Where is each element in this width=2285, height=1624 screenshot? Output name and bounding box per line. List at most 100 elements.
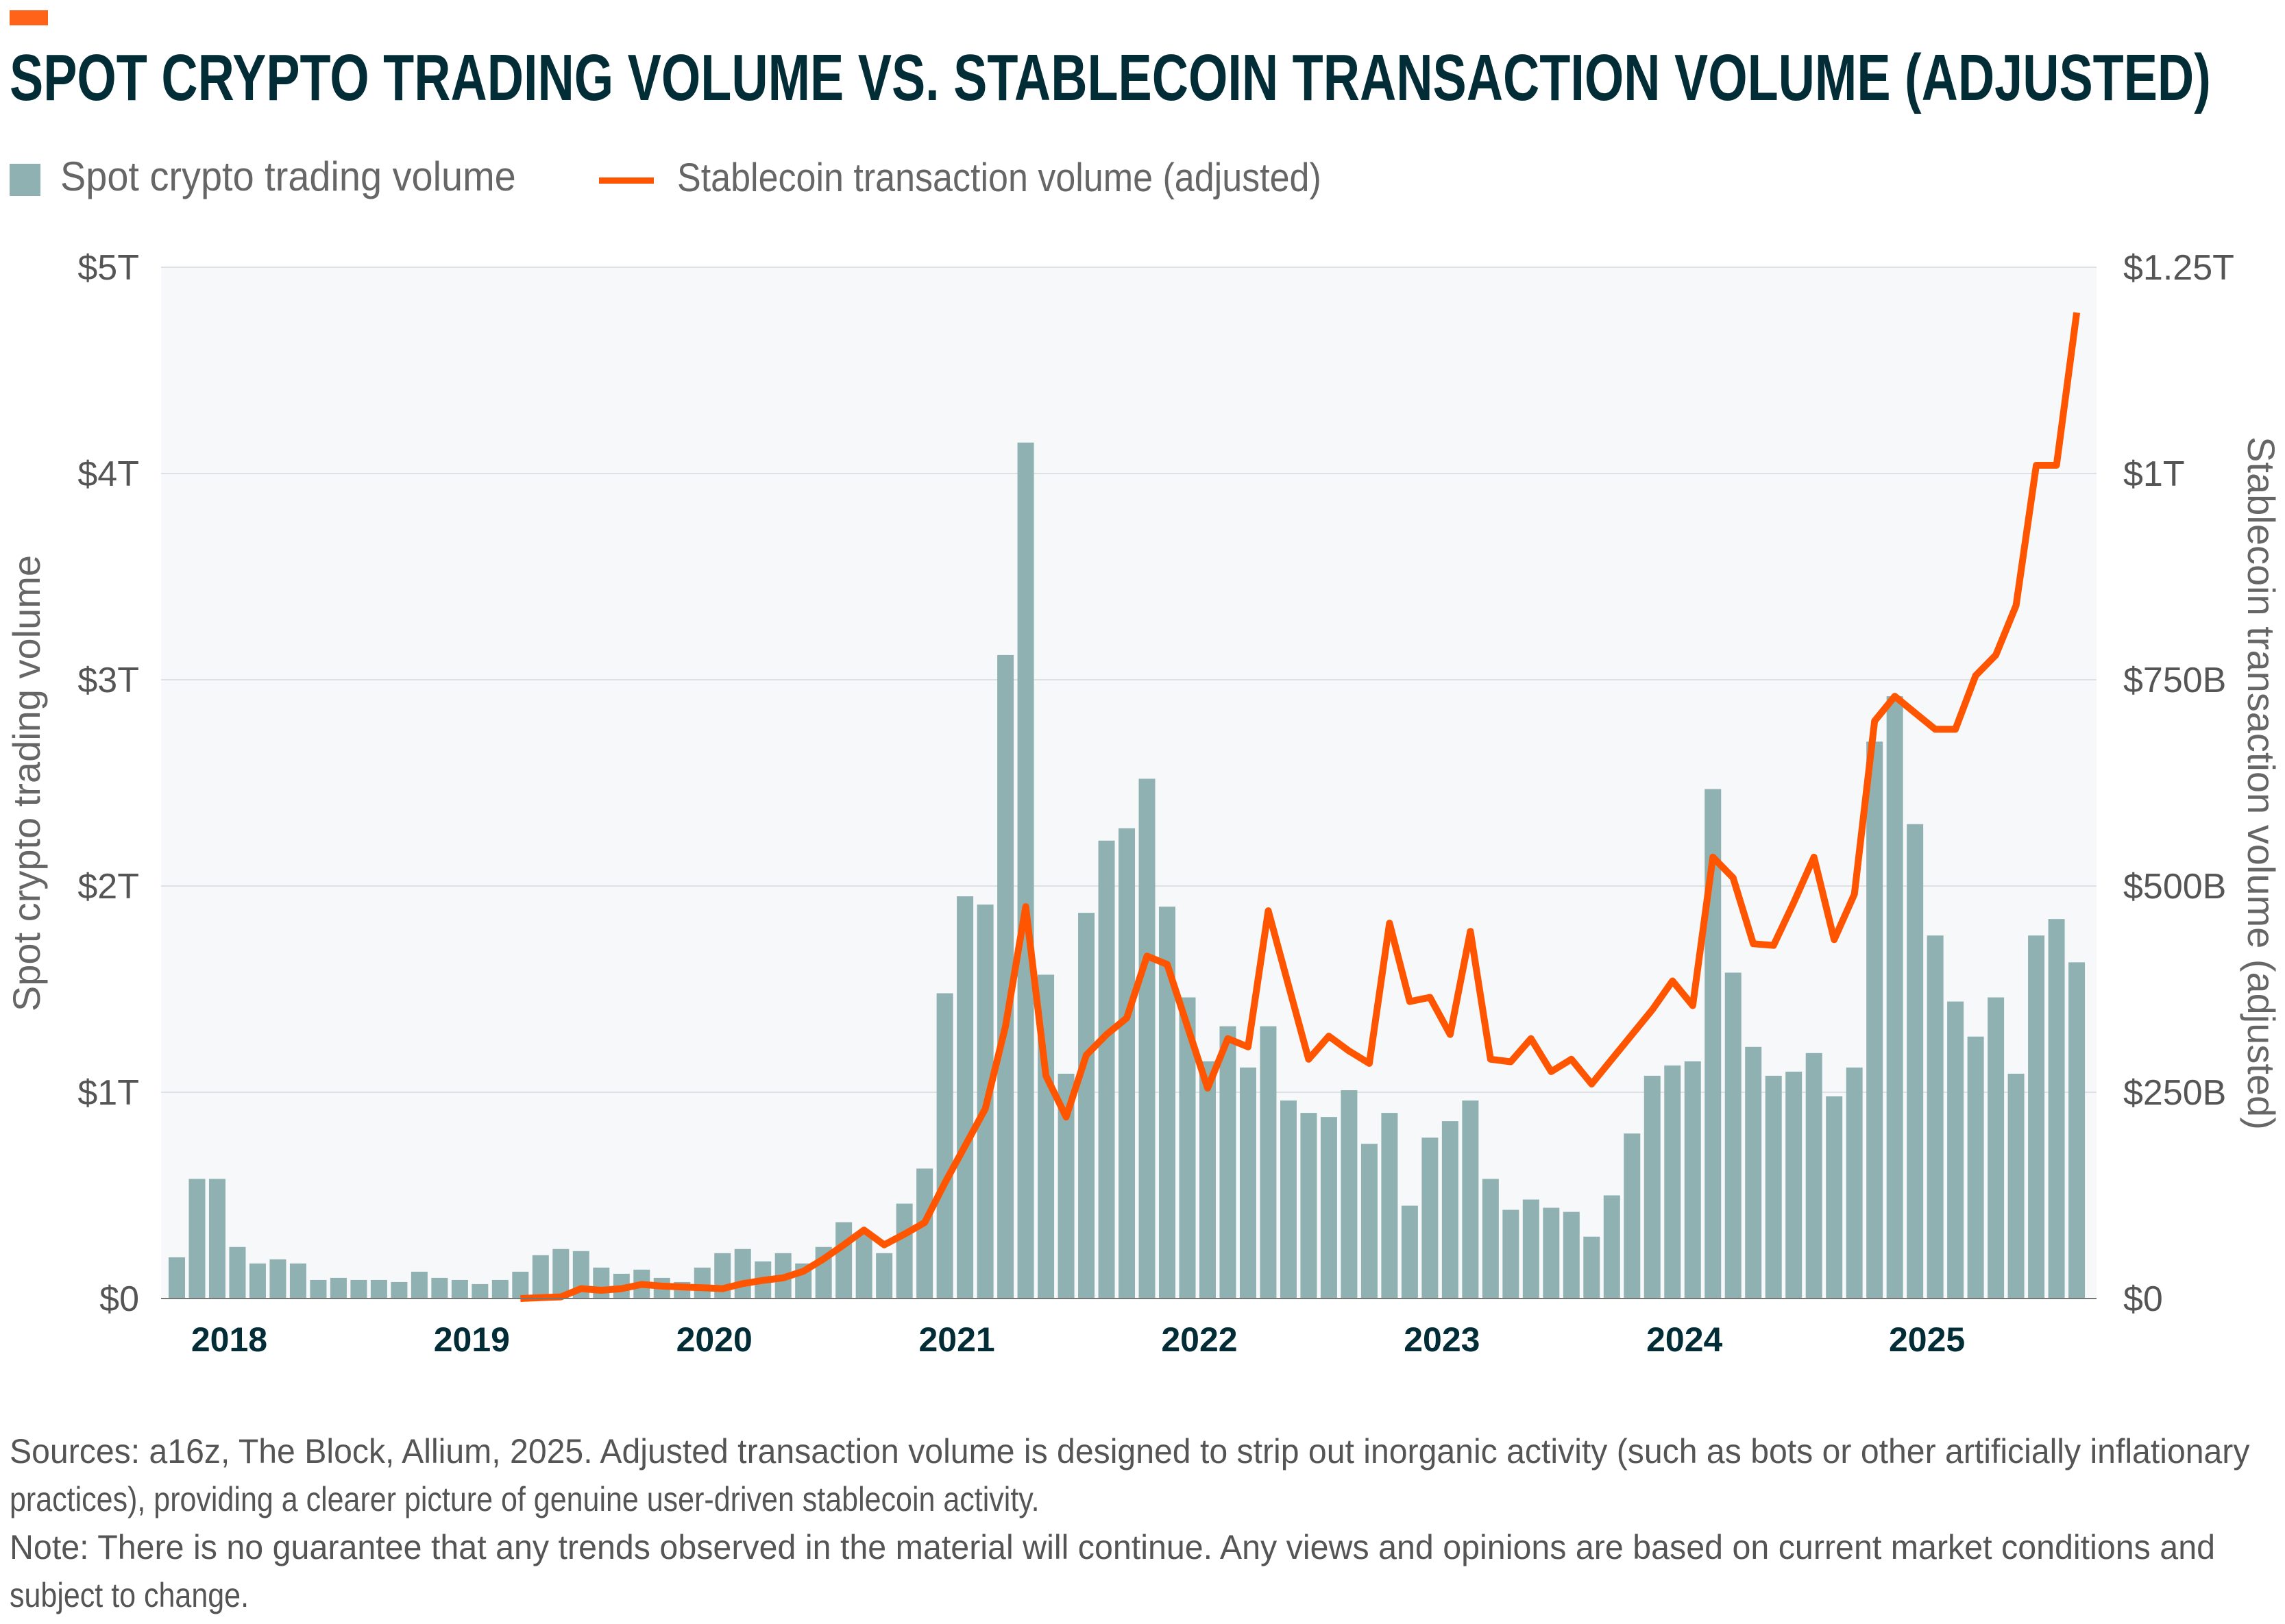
spot-volume-bar bbox=[1482, 1179, 1499, 1299]
spot-volume-bar bbox=[855, 1232, 872, 1299]
spot-volume-bar bbox=[1967, 1036, 1984, 1299]
footer-note-line-1: Note: There is no guarantee that any tre… bbox=[10, 1528, 2216, 1566]
y-right-tick-label: $0 bbox=[2123, 1279, 2163, 1319]
spot-volume-bar bbox=[249, 1263, 266, 1299]
spot-volume-bar bbox=[451, 1279, 468, 1299]
spot-volume-bar bbox=[269, 1259, 286, 1299]
spot-volume-bar bbox=[370, 1279, 387, 1299]
spot-volume-bar bbox=[1381, 1113, 1398, 1299]
spot-volume-bar bbox=[1765, 1075, 1782, 1299]
spot-volume-bar bbox=[1017, 442, 1034, 1299]
spot-volume-bar bbox=[1078, 913, 1095, 1299]
x-tick-label: 2025 bbox=[1889, 1320, 1965, 1359]
footer-sources-line-2: practices), providing a clearer picture … bbox=[10, 1480, 1040, 1518]
spot-volume-bar bbox=[2068, 962, 2086, 1299]
spot-volume-bar bbox=[2048, 919, 2065, 1299]
spot-volume-bar bbox=[1947, 1001, 1964, 1299]
y-right-tick-label: $250B bbox=[2123, 1073, 2226, 1113]
spot-volume-bar bbox=[188, 1179, 206, 1299]
legend-label-spot: Spot crypto trading volume bbox=[60, 153, 516, 199]
chart: $0 $1T $2T $3T $4T $5T $0 $250B $500B $750B $1T $1… bbox=[5, 248, 2283, 1359]
spot-volume-bar bbox=[957, 896, 974, 1299]
spot-volume-bar bbox=[552, 1248, 570, 1299]
spot-volume-bar bbox=[1320, 1117, 1337, 1299]
spot-volume-bar bbox=[1360, 1144, 1378, 1299]
spot-volume-bar bbox=[431, 1277, 448, 1299]
spot-volume-bar bbox=[1745, 1046, 1762, 1299]
spot-volume-bar bbox=[734, 1248, 751, 1299]
x-tick-label: 2018 bbox=[191, 1320, 267, 1359]
y-right-tick-label: $1T bbox=[2123, 454, 2185, 494]
footer-note-line-2: subject to change. bbox=[10, 1576, 249, 1614]
spot-volume-bar bbox=[2007, 1073, 2025, 1299]
spot-volume-bar bbox=[1219, 1026, 1236, 1299]
spot-volume-bar bbox=[532, 1255, 549, 1299]
spot-volume-bar bbox=[330, 1277, 347, 1299]
legend-label-stablecoin: Stablecoin transaction volume (adjusted) bbox=[677, 156, 1321, 200]
spot-volume-bar bbox=[936, 993, 953, 1299]
spot-volume-bar bbox=[1502, 1209, 1519, 1299]
spot-volume-bar bbox=[593, 1267, 610, 1299]
spot-volume-bar bbox=[1401, 1205, 1418, 1299]
spot-volume-bar bbox=[1421, 1137, 1439, 1299]
spot-volume-bar bbox=[350, 1279, 367, 1299]
spot-volume-bar bbox=[169, 1257, 185, 1299]
legend-swatch-spot bbox=[10, 164, 40, 196]
y-left-tick-label: $5T bbox=[77, 248, 139, 288]
spot-volume-bar bbox=[1543, 1207, 1560, 1299]
spot-volume-bar bbox=[1866, 741, 1883, 1299]
spot-volume-bar bbox=[835, 1222, 853, 1299]
y-right-tick-label: $750B bbox=[2123, 661, 2226, 700]
spot-volume-bar bbox=[1988, 997, 2005, 1299]
stablecoin-line bbox=[520, 312, 2081, 1302]
right-axis-title: Stablecoin transaction volume (adjusted) bbox=[2240, 436, 2283, 1130]
spot-volume-bar bbox=[1624, 1133, 1641, 1299]
spot-volume-bar bbox=[1280, 1100, 1297, 1299]
spot-volume-bar bbox=[1462, 1100, 1479, 1299]
accent-bar bbox=[10, 10, 48, 25]
spot-volume-bar bbox=[1603, 1195, 1620, 1299]
spot-volume-bar bbox=[1785, 1071, 1803, 1299]
spot-volume-bar bbox=[916, 1168, 933, 1299]
y-left-tick-label: $2T bbox=[77, 867, 139, 907]
spot-volume-bar bbox=[2028, 935, 2045, 1299]
spot-volume-bar bbox=[694, 1267, 711, 1299]
spot-volume-bar bbox=[1199, 1061, 1216, 1299]
spot-volume-bar bbox=[229, 1246, 246, 1299]
spot-volume-bar bbox=[391, 1281, 408, 1299]
spot-volume-bar bbox=[1260, 1026, 1277, 1299]
spot-volume-bar bbox=[1441, 1121, 1458, 1299]
footer-sources-line-1: Sources: a16z, The Block, Allium, 2025. … bbox=[10, 1432, 2250, 1471]
spot-volume-bar bbox=[896, 1203, 913, 1299]
spot-volume-bar bbox=[1664, 1065, 1681, 1299]
x-tick-label: 2023 bbox=[1404, 1320, 1480, 1359]
spot-volume-bar bbox=[310, 1279, 327, 1299]
spot-volume-bar bbox=[1138, 778, 1156, 1299]
spot-volume-bar bbox=[1805, 1053, 1822, 1299]
spot-volume-bar bbox=[1300, 1113, 1317, 1299]
spot-volume-bar bbox=[1724, 972, 1742, 1299]
x-tick-label: 2019 bbox=[434, 1320, 510, 1359]
spot-volume-bar bbox=[1684, 1061, 1701, 1299]
x-tick-label: 2022 bbox=[1161, 1320, 1237, 1359]
spot-volume-bar bbox=[1846, 1067, 1863, 1299]
left-axis-title: Spot crypto trading volume bbox=[5, 555, 48, 1011]
spot-volume-bar bbox=[411, 1271, 428, 1299]
x-tick-label: 2024 bbox=[1646, 1320, 1722, 1359]
spot-volume-bar bbox=[1907, 824, 1924, 1299]
spot-volume-bar bbox=[1522, 1199, 1539, 1299]
y-right-tick-label: $500B bbox=[2123, 867, 2226, 907]
y-left-tick-label: $0 bbox=[99, 1279, 139, 1319]
spot-volume-bar bbox=[208, 1179, 225, 1299]
chart-title: SPOT CRYPTO TRADING VOLUME VS. STABLECOI… bbox=[10, 41, 2211, 114]
x-tick-label: 2021 bbox=[918, 1320, 994, 1359]
spot-volume-bar bbox=[1886, 696, 1903, 1299]
spot-volume-bar bbox=[491, 1279, 509, 1299]
y-left-tick-label: $4T bbox=[77, 454, 139, 494]
spot-volume-bar bbox=[1826, 1096, 1843, 1299]
spot-volume-bar bbox=[1341, 1090, 1358, 1299]
x-tick-label: 2020 bbox=[676, 1320, 753, 1359]
legend-swatch-stablecoin bbox=[599, 177, 654, 184]
spot-volume-bar bbox=[1239, 1067, 1256, 1299]
spot-volume-bar bbox=[512, 1271, 529, 1299]
